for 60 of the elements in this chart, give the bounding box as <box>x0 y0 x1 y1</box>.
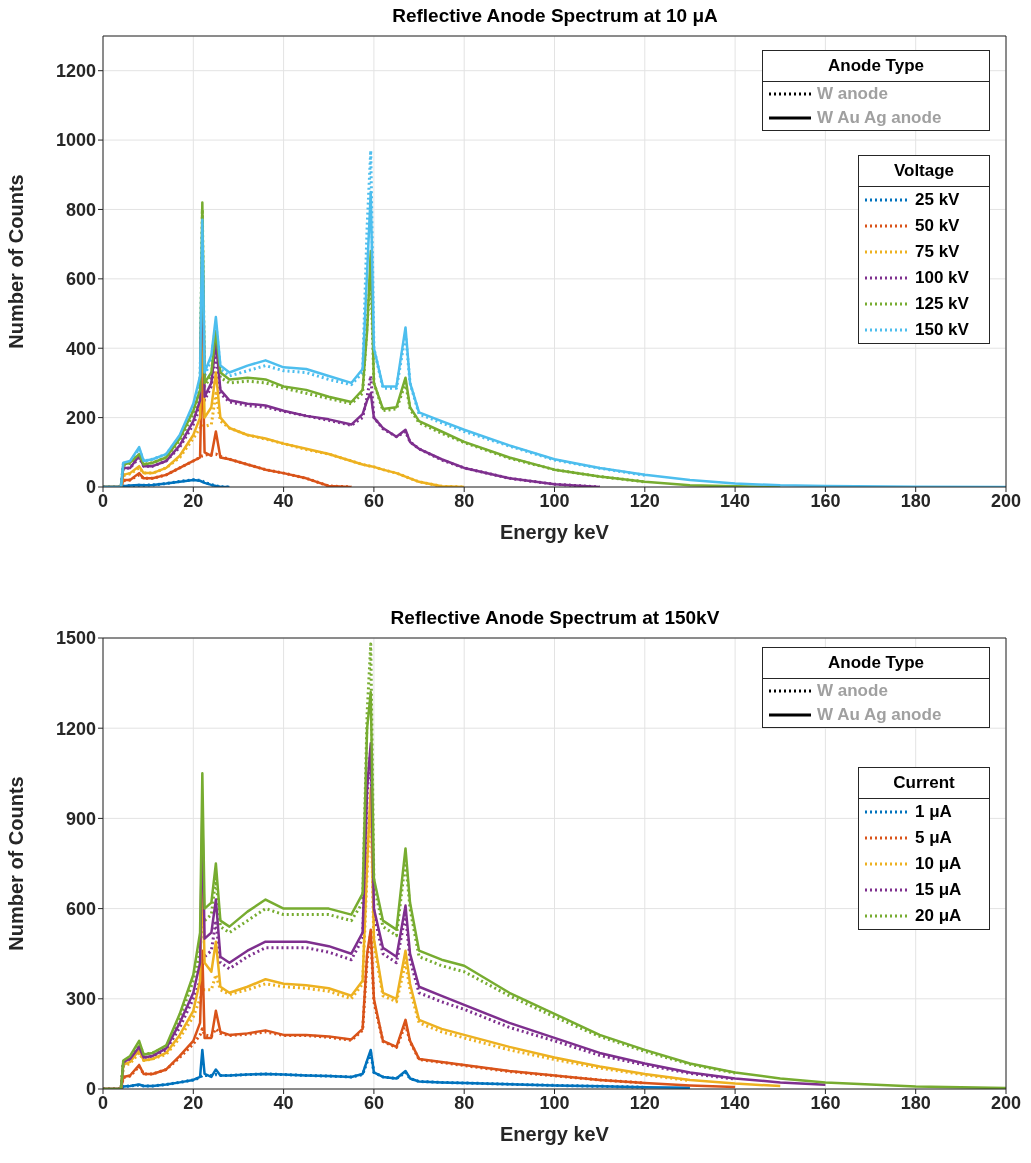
y-axis-title: Number of Counts <box>5 776 28 951</box>
x-tick-label: 200 <box>990 490 1022 511</box>
x-tick-label: 60 <box>363 490 384 511</box>
chart-title: Reflective Anode Spectrum at 10 μA <box>391 5 719 26</box>
y-tick-label: 800 <box>65 199 96 220</box>
y-tick-label: 0 <box>85 477 96 498</box>
legend-label: 5 μA <box>915 828 952 848</box>
x-tick-label: 40 <box>273 490 294 511</box>
legend-label: 75 kV <box>915 242 960 262</box>
x-tick-label: 80 <box>454 490 475 511</box>
y-tick-label: 200 <box>65 408 96 429</box>
legend-label: 1 μA <box>915 802 952 822</box>
x-tick-label: 180 <box>900 1092 931 1113</box>
annotation: W anode <box>817 681 888 701</box>
y-tick-label: 0 <box>85 1079 96 1100</box>
x-tick-label: 180 <box>900 490 931 511</box>
x-tick-label: 160 <box>810 490 841 511</box>
x-tick-label: 120 <box>629 490 660 511</box>
y-tick-label: 900 <box>65 808 96 829</box>
legend-title: Voltage <box>892 160 956 182</box>
x-tick-label: 20 <box>183 1092 204 1113</box>
x-tick-label: 100 <box>539 1092 570 1113</box>
x-tick-label: 140 <box>720 1092 751 1113</box>
x-tick-label: 60 <box>363 1092 384 1113</box>
y-tick-label: 300 <box>65 989 96 1010</box>
y-tick-label: 400 <box>65 338 96 359</box>
y-tick-label: 1200 <box>55 718 96 739</box>
key-box: Anode Type W anode W Au Ag anode <box>762 50 990 131</box>
annotation: W anode <box>817 84 888 104</box>
x-axis-title: Energy keV <box>500 1123 610 1145</box>
y-axis-title: Number of Counts <box>5 174 28 349</box>
y-tick-label: 600 <box>65 269 96 290</box>
chart-title: Reflective Anode Spectrum at 150kV <box>389 607 721 628</box>
x-tick-label: 200 <box>990 1092 1022 1113</box>
x-tick-label: 20 <box>183 490 204 511</box>
x-tick-label: 140 <box>720 490 751 511</box>
x-tick-label: 120 <box>629 1092 660 1113</box>
legend-label: 125 kV <box>915 294 969 314</box>
x-tick-label: 160 <box>810 1092 841 1113</box>
key-box: Anode Type W anode W Au Ag anode <box>762 647 990 728</box>
legend-label: 50 kV <box>915 216 960 236</box>
legend-label: 100 kV <box>915 268 969 288</box>
annotation: W Au Ag anode <box>817 108 942 128</box>
annotation: Anode Type <box>763 51 989 82</box>
legend-title: Current <box>892 772 956 794</box>
y-tick-label: 1000 <box>55 130 96 151</box>
x-tick-label: 80 <box>454 1092 475 1113</box>
legend-label: 150 kV <box>915 320 969 340</box>
annotation: Anode Type <box>763 648 989 679</box>
x-axis-title: Energy keV <box>500 521 610 543</box>
y-tick-label: 1500 <box>55 628 96 649</box>
annotation: W Au Ag anode <box>817 705 942 725</box>
y-tick-label: 1200 <box>55 61 96 82</box>
x-tick-label: 40 <box>273 1092 294 1113</box>
legend-label: 10 μA <box>915 854 962 874</box>
legend-label: 25 kV <box>915 190 960 210</box>
y-tick-label: 600 <box>65 898 96 919</box>
x-tick-label: 100 <box>539 490 570 511</box>
legend-label: 15 μA <box>915 880 962 900</box>
legend-label: 20 μA <box>915 906 962 926</box>
